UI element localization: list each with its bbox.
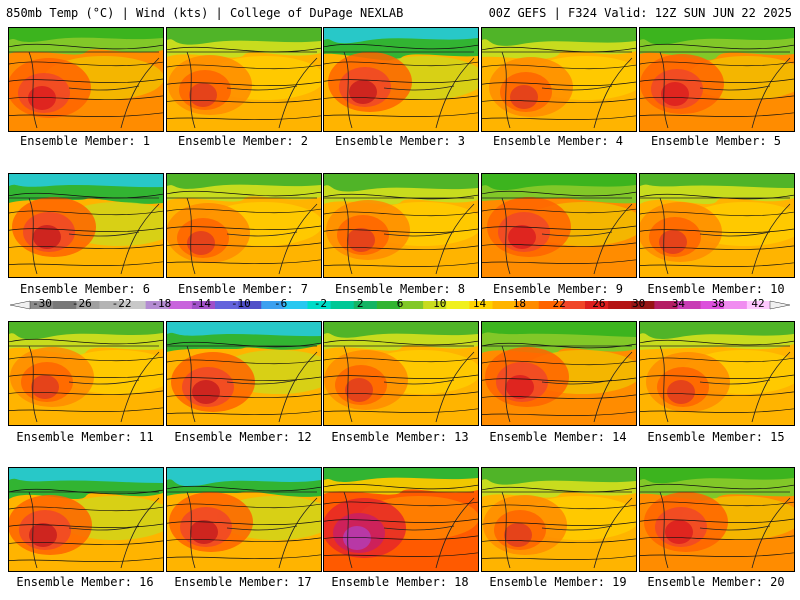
colorbar-tick-label: 26 [592,297,606,310]
valid-time-label: 00Z GEFS | F324 Valid: 12Z SUN JUN 22 20… [488,6,792,20]
colorbar-swatch [284,301,308,309]
colorbar-tick-label: 34 [671,297,686,310]
colorbar-tick-label: -14 [191,297,212,310]
ensemble-map-panel [323,321,479,426]
ensemble-member-label: Ensemble Member: 8 [334,282,466,296]
ensemble-map-panel [166,321,322,426]
ensemble-map-panel [8,321,164,426]
ensemble-map-panel [8,27,164,132]
colorbar-tick-label: 10 [433,297,447,310]
colorbar-tick-label: -26 [71,297,92,310]
ensemble-member-label: Ensemble Member: 17 [174,575,312,589]
colorbar-swatch [700,301,725,309]
colorbar-swatch [191,301,216,309]
ensemble-map-panel [323,173,479,278]
colorbar-tick-label: 22 [552,297,566,310]
colorbar-swatch [608,301,632,309]
colorbar-swatch [654,301,678,309]
colorbar-tick-label: 38 [711,297,725,310]
colorbar-swatch [215,301,239,309]
colorbar-tick-label: -22 [111,297,132,310]
colorbar-tick-label: -18 [151,297,172,310]
temperature-colorbar [10,300,790,310]
ensemble-member-label: Ensemble Member: 14 [489,430,627,444]
colorbar-swatch [145,301,170,309]
ensemble-map-panel [481,321,637,426]
colorbar-swatch [122,301,147,309]
colorbar-swatch [30,301,54,309]
ensemble-map-panel [166,467,322,572]
colorbar-swatch [261,301,285,309]
ensemble-map-panel [323,27,479,132]
ensemble-map-panel [166,27,322,132]
ensemble-map-panel [481,27,637,132]
colorbar-swatch [631,301,655,309]
colorbar-swatch [76,301,100,309]
chart-title: 850mb Temp (°C) | Wind (kts) | College o… [6,6,404,20]
ensemble-member-label: Ensemble Member: 12 [174,430,312,444]
colorbar-swatch [168,301,193,309]
colorbar-tick-label: 18 [512,297,526,310]
colorbar-swatch [307,301,332,309]
colorbar-left-arrow [10,300,31,310]
colorbar-swatch [330,301,355,309]
ensemble-member-label: Ensemble Member: 18 [331,575,469,589]
ensemble-member-label: Ensemble Member: 13 [331,430,469,444]
colorbar-swatch [446,301,470,309]
ensemble-map-panel [639,321,795,426]
ensemble-map-panel [8,173,164,278]
colorbar-tick-label: 42 [751,297,765,310]
colorbar-tick-label: -30 [32,297,52,310]
ensemble-member-label: Ensemble Member: 4 [492,134,624,148]
ensemble-member-label: Ensemble Member: 3 [334,134,466,148]
colorbar-tick-label: -10 [230,297,251,310]
ensemble-member-label: Ensemble Member: 2 [177,134,309,148]
colorbar-tick-label: -6 [274,297,288,310]
colorbar-tick-label: 2 [356,297,364,310]
colorbar-tick-label: 14 [472,297,487,310]
colorbar-swatch [99,301,123,309]
ensemble-member-label: Ensemble Member: 5 [650,134,782,148]
colorbar-swatch [492,301,517,309]
colorbar-swatch [469,301,493,309]
colorbar-swatch [746,301,771,309]
colorbar-right-arrow [769,300,790,310]
colorbar-swatch [677,301,702,309]
ensemble-member-label: Ensemble Member: 15 [647,430,785,444]
ensemble-map-panel [481,467,637,572]
colorbar-tick-label: 6 [396,297,404,310]
ensemble-map-panel [8,467,164,572]
ensemble-member-label: Ensemble Member: 6 [19,282,151,296]
colorbar-swatch [723,301,748,309]
ensemble-map-panel [639,467,795,572]
colorbar-swatch [53,301,77,309]
ensemble-member-label: Ensemble Member: 9 [492,282,624,296]
ensemble-member-label: Ensemble Member: 20 [647,575,785,589]
colorbar-swatch [238,301,262,309]
colorbar-swatch [423,301,447,309]
colorbar-swatch [400,301,424,309]
ensemble-map-panel [166,173,322,278]
colorbar-tick-label: -2 [313,297,328,310]
colorbar-swatch [561,301,586,309]
colorbar-tick-label: 30 [632,297,646,310]
colorbar-swatch [353,301,378,309]
ensemble-map-panel [639,27,795,132]
ensemble-member-label: Ensemble Member: 16 [16,575,154,589]
ensemble-member-label: Ensemble Member: 11 [16,430,154,444]
ensemble-member-label: Ensemble Member: 10 [647,282,785,296]
ensemble-member-label: Ensemble Member: 7 [177,282,309,296]
ensemble-map-panel [481,173,637,278]
colorbar-swatch [585,301,609,309]
colorbar-swatch [376,301,401,309]
ensemble-map-panel [323,467,479,572]
colorbar-swatch [538,301,563,309]
colorbar-swatch [515,301,540,309]
ensemble-member-label: Ensemble Member: 1 [19,134,151,148]
ensemble-member-label: Ensemble Member: 19 [489,575,627,589]
ensemble-map-panel [639,173,795,278]
